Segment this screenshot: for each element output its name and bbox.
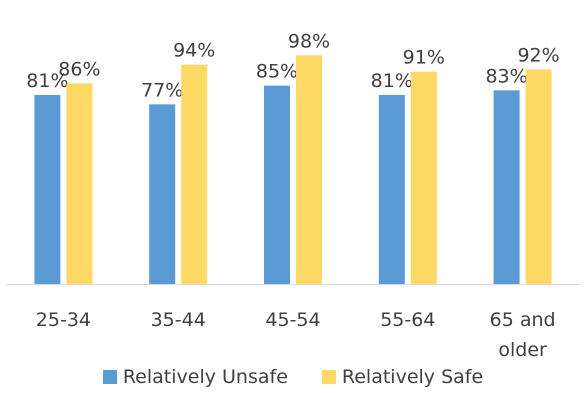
data-label-relatively-safe-25-34: 86% [58, 58, 100, 80]
bar-relatively-safe-55-64 [410, 71, 437, 285]
bar-relatively-unsafe-25-34 [34, 95, 61, 284]
data-label-relatively-unsafe-65-and-older: 83% [485, 65, 527, 87]
bar-relatively-safe-45-54 [296, 55, 322, 285]
bar-relatively-unsafe-55-64 [378, 95, 405, 284]
x-tick-label-45-54: 45-54 [265, 309, 320, 331]
bar-relatively-unsafe-65-and-older [493, 90, 520, 284]
bar-relatively-unsafe-45-54 [264, 85, 290, 285]
data-label-relatively-safe-35-44: 94% [173, 40, 215, 62]
data-label-relatively-unsafe-45-54: 85% [256, 61, 298, 83]
bar-relatively-unsafe-35-44 [149, 104, 176, 284]
legend-label-relatively-safe: Relatively Safe [341, 366, 484, 388]
legend-swatch-relatively-unsafe [102, 370, 117, 384]
x-tick-label-25-34: 25-34 [36, 309, 91, 331]
bar-relatively-safe-35-44 [181, 64, 208, 285]
x-tick-label-55-64: 55-64 [380, 309, 435, 331]
data-label-relatively-unsafe-25-34: 81% [26, 70, 68, 92]
x-tick-label-35-44: 35-44 [151, 309, 206, 331]
x-tick-label-65-and-older-line-0: 65 and [490, 309, 556, 331]
legend: Relatively Unsafe Relatively Safe [0, 366, 586, 388]
data-label-relatively-safe-45-54: 98% [288, 30, 330, 52]
legend-swatch-relatively-safe [321, 370, 336, 384]
data-label-relatively-unsafe-35-44: 77% [141, 79, 183, 101]
data-label-relatively-safe-65-and-older: 92% [517, 44, 559, 66]
bar-relatively-safe-25-34 [66, 83, 93, 284]
data-label-relatively-unsafe-55-64: 81% [371, 70, 413, 92]
legend-entry-relatively-safe: Relatively Safe [321, 366, 484, 388]
x-tick-label-65-and-older-line-1: older [498, 339, 547, 361]
data-label-relatively-safe-55-64: 91% [403, 47, 445, 69]
legend-entry-relatively-unsafe: Relatively Unsafe [102, 366, 288, 388]
legend-label-relatively-unsafe: Relatively Unsafe [122, 366, 288, 388]
bar-relatively-safe-65-and-older [525, 69, 552, 284]
